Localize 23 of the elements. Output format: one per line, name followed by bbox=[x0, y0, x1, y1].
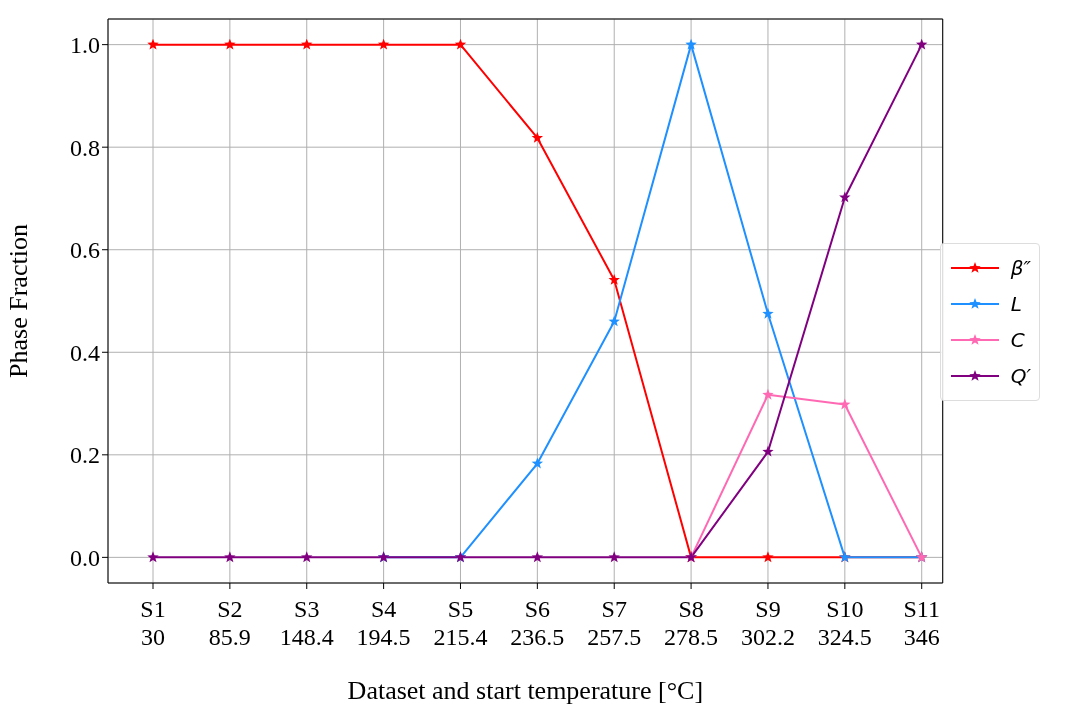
legend-label: L bbox=[1010, 292, 1022, 316]
y-tick-label: 1.0 bbox=[70, 32, 100, 59]
x-axis-title: Dataset and start temperature [°C] bbox=[347, 676, 704, 705]
x-tick-label: S1 30 bbox=[140, 596, 166, 650]
x-tick-label: S7 257.5 bbox=[587, 596, 642, 650]
y-tick-label: 0.2 bbox=[70, 442, 100, 469]
legend-label: β″ bbox=[1010, 256, 1031, 280]
y-tick-label: 0.6 bbox=[70, 237, 100, 264]
y-tick-label: 0.8 bbox=[70, 134, 100, 161]
x-tick-label: S3 148.4 bbox=[279, 596, 334, 650]
x-tick-label: S5 215.4 bbox=[433, 596, 488, 650]
y-axis-title: Phase Fraction bbox=[4, 224, 34, 378]
x-tick-label: S9 302.2 bbox=[740, 596, 795, 650]
legend-label: Q′ bbox=[1010, 364, 1031, 388]
x-tick-label: S8 278.5 bbox=[664, 596, 719, 650]
y-tick-label: 0.0 bbox=[70, 544, 100, 571]
x-tick-label: S6 236.5 bbox=[510, 596, 565, 650]
x-tick-label: S11 346 bbox=[903, 596, 940, 650]
y-tick-label: 0.4 bbox=[70, 339, 100, 366]
x-tick-label: S10 324.5 bbox=[817, 596, 872, 650]
legend-label: C bbox=[1010, 328, 1025, 352]
x-tick-label: S2 85.9 bbox=[208, 596, 251, 650]
x-tick-label: S4 194.5 bbox=[356, 596, 411, 650]
